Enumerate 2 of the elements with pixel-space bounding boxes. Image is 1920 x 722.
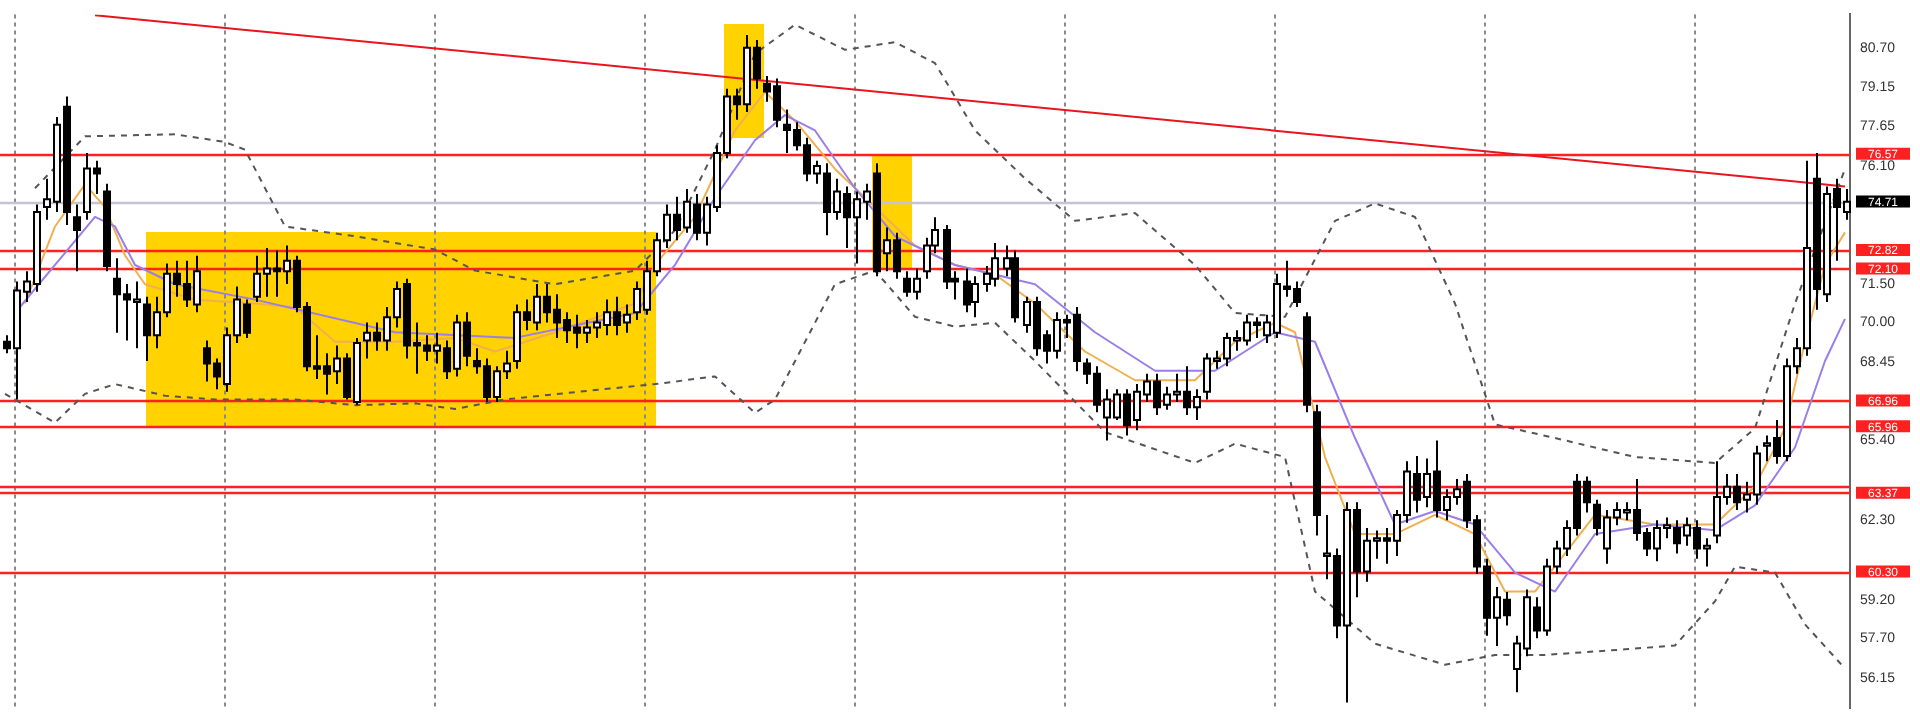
line-series [34, 23, 1846, 464]
line-series [4, 269, 1846, 670]
